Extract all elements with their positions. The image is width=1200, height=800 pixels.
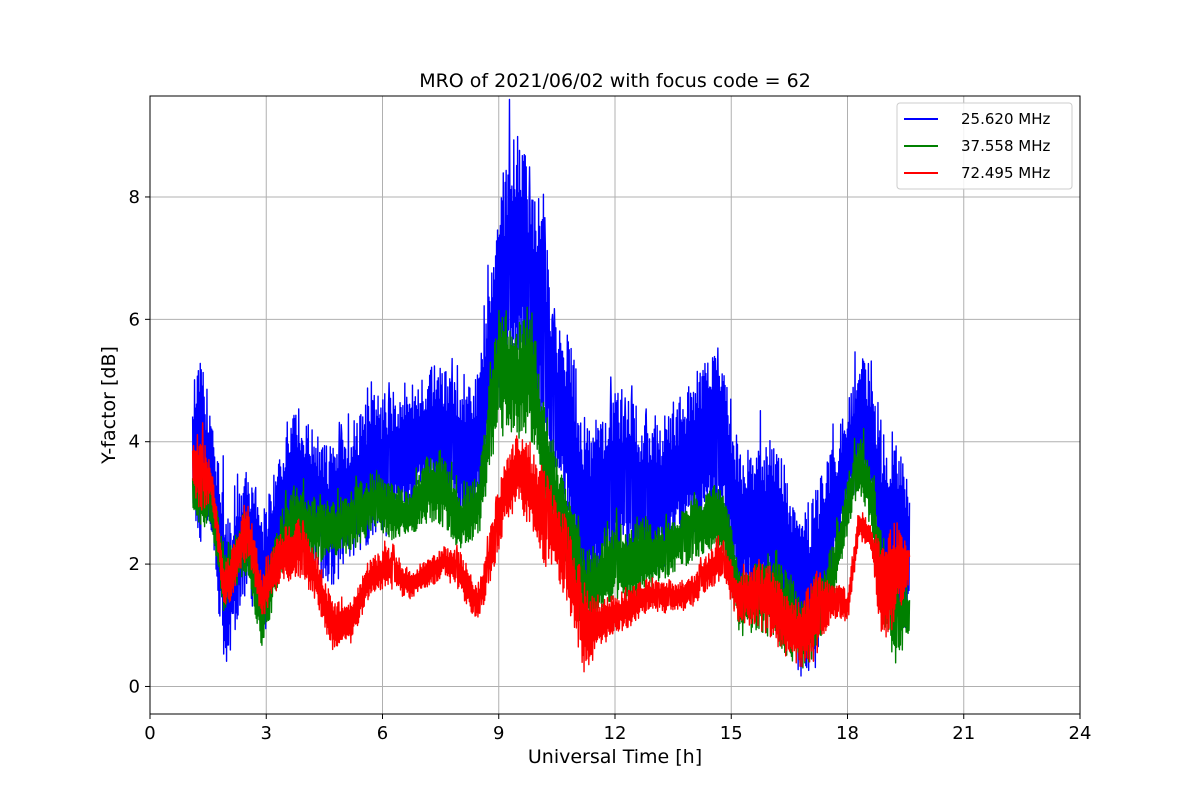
x-tick-label: 24 xyxy=(1069,723,1092,744)
y-tick-label: 4 xyxy=(129,432,140,453)
x-tick-label: 6 xyxy=(377,723,388,744)
chart-title: MRO of 2021/06/02 with focus code = 62 xyxy=(419,70,811,92)
x-tick-label: 0 xyxy=(144,723,155,744)
y-tick-label: 2 xyxy=(129,554,140,575)
legend: 25.620 MHz 37.558 MHz 72.495 MHz xyxy=(896,102,1073,190)
x-tick-label: 9 xyxy=(493,723,504,744)
x-tick-label: 18 xyxy=(836,723,859,744)
x-tick-label: 21 xyxy=(952,723,975,744)
y-axis-label: Y-factor [dB] xyxy=(98,346,120,465)
series-line-0 xyxy=(191,98,911,677)
y-tick-label: 6 xyxy=(129,309,140,330)
legend-label: 72.495 MHz xyxy=(961,164,1050,182)
x-tick-label: 15 xyxy=(720,723,743,744)
legend-label: 25.620 MHz xyxy=(961,110,1050,128)
x-tick-label: 3 xyxy=(261,723,272,744)
series-line-2 xyxy=(191,422,911,673)
series-line-1 xyxy=(191,306,911,669)
y-tick-label: 8 xyxy=(129,187,140,208)
legend-box xyxy=(896,102,1073,190)
x-axis-label: Universal Time [h] xyxy=(528,746,702,768)
series-layer xyxy=(191,98,911,677)
x-tick-label: 12 xyxy=(604,723,627,744)
y-tick-label: 0 xyxy=(129,676,140,697)
legend-label: 37.558 MHz xyxy=(961,137,1050,155)
